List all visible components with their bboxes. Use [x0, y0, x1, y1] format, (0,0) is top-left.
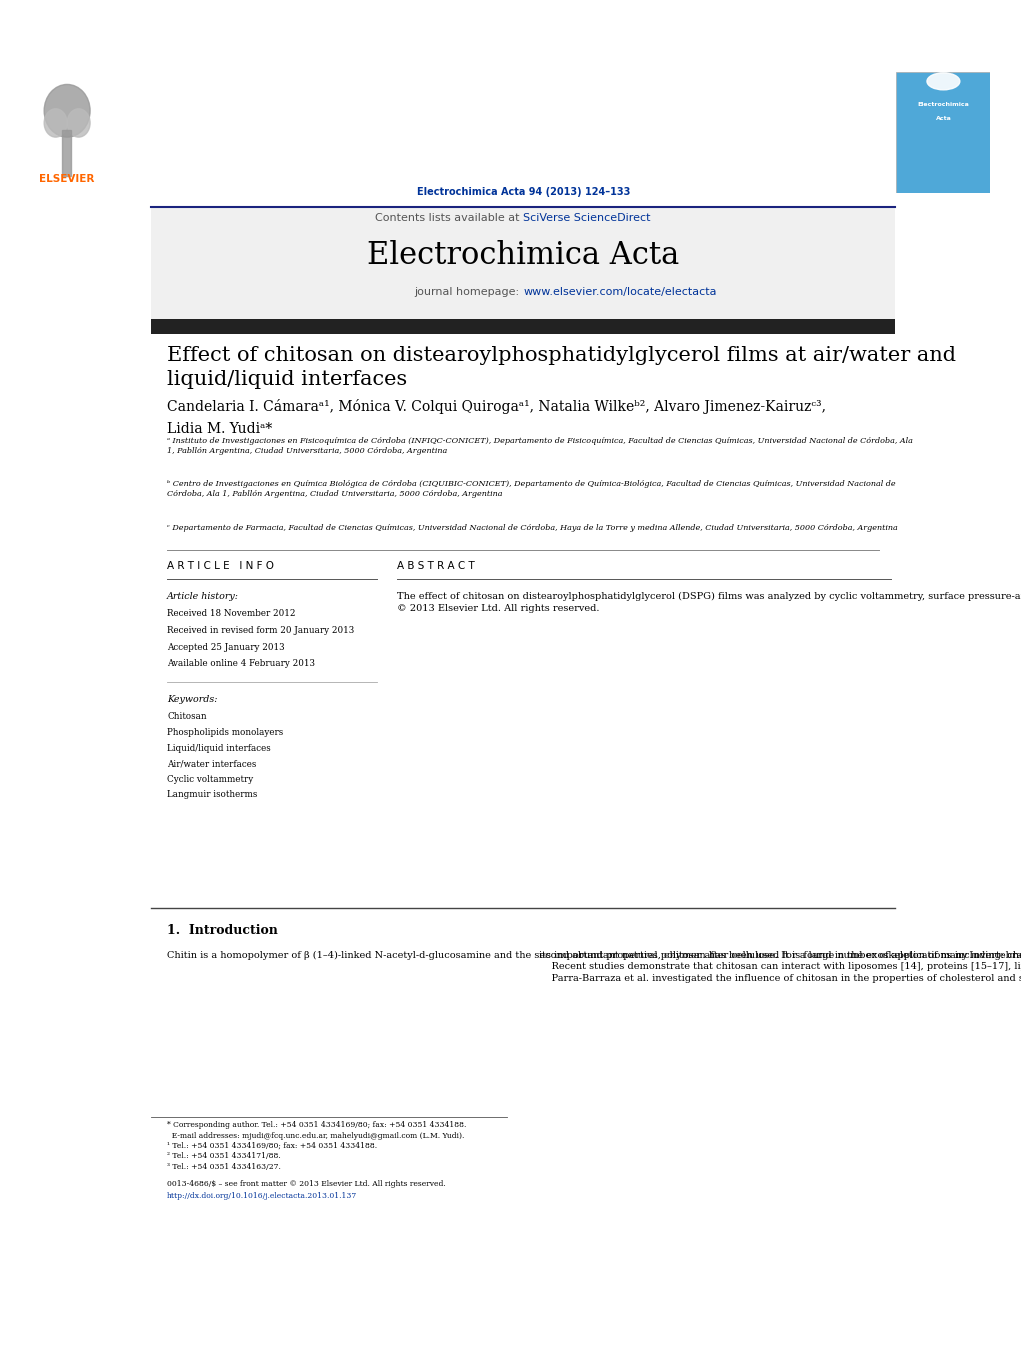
Text: Electrochimica: Electrochimica: [918, 101, 969, 107]
Text: Received 18 November 2012: Received 18 November 2012: [167, 609, 296, 619]
Text: Phospholipids monolayers: Phospholipids monolayers: [167, 728, 284, 738]
Text: Received in revised form 20 January 2013: Received in revised form 20 January 2013: [167, 626, 354, 635]
Text: ELSEVIER: ELSEVIER: [40, 174, 95, 184]
Text: Acta: Acta: [935, 116, 952, 122]
Text: its important properties, chitosan has been used for a large number of applicati: its important properties, chitosan has b…: [539, 951, 1021, 984]
Text: ᵃ Instituto de Investigaciones en Fisicoquímica de Córdoba (INFIQC-CONICET), Dep: ᵃ Instituto de Investigaciones en Fisico…: [167, 436, 913, 454]
Text: ᶜ Departamento de Farmacia, Facultad de Ciencias Químicas, Universidad Nacional : ᶜ Departamento de Farmacia, Facultad de …: [167, 524, 897, 532]
Text: Cyclic voltammetry: Cyclic voltammetry: [167, 775, 253, 784]
Text: Keywords:: Keywords:: [167, 694, 217, 704]
Text: Electrochimica Acta: Electrochimica Acta: [368, 240, 679, 272]
Text: Contents lists available at: Contents lists available at: [376, 213, 523, 223]
Text: Liquid/liquid interfaces: Liquid/liquid interfaces: [167, 743, 271, 753]
Text: Langmuir isotherms: Langmuir isotherms: [167, 790, 257, 800]
Text: The effect of chitosan on distearoylphosphatidylglycerol (DSPG) films was analyz: The effect of chitosan on distearoylphos…: [396, 592, 1021, 612]
Text: http://dx.doi.org/10.1016/j.electacta.2013.01.137: http://dx.doi.org/10.1016/j.electacta.20…: [167, 1192, 357, 1200]
Ellipse shape: [927, 73, 960, 89]
Text: ᵇ Centro de Investigaciones en Química Biológica de Córdoba (CIQUIBIC-CONICET), : ᵇ Centro de Investigaciones en Química B…: [167, 481, 895, 499]
Text: Effect of chitosan on distearoylphosphatidylglycerol films at air/water and
liqu: Effect of chitosan on distearoylphosphat…: [167, 346, 957, 389]
Bar: [61, 130, 71, 176]
Ellipse shape: [44, 109, 67, 138]
Text: Article history:: Article history:: [167, 592, 239, 601]
Text: SciVerse ScienceDirect: SciVerse ScienceDirect: [523, 213, 650, 223]
Ellipse shape: [67, 109, 90, 138]
FancyBboxPatch shape: [151, 207, 895, 320]
Text: Available online 4 February 2013: Available online 4 February 2013: [167, 659, 315, 669]
Text: Electrochimica Acta 94 (2013) 124–133: Electrochimica Acta 94 (2013) 124–133: [417, 186, 630, 197]
Text: Chitin is a homopolymer of β (1–4)-linked N-acetyl-d-glucosamine and the second : Chitin is a homopolymer of β (1–4)-linke…: [167, 951, 1021, 959]
Text: Lidia M. Yudiᵃ*: Lidia M. Yudiᵃ*: [167, 422, 273, 436]
Text: 1.  Introduction: 1. Introduction: [167, 924, 278, 936]
Text: * Corresponding author. Tel.: +54 0351 4334169/80; fax: +54 0351 4334188.
  E-ma: * Corresponding author. Tel.: +54 0351 4…: [167, 1121, 467, 1171]
Text: Candelaria I. Cámaraᵃ¹, Mónica V. Colqui Quirogaᵃ¹, Natalia Wilkeᵇ², Alvaro Jime: Candelaria I. Cámaraᵃ¹, Mónica V. Colqui…: [167, 400, 826, 415]
Text: www.elsevier.com/locate/electacta: www.elsevier.com/locate/electacta: [523, 286, 717, 297]
Text: Air/water interfaces: Air/water interfaces: [167, 759, 256, 769]
Text: Chitosan: Chitosan: [167, 712, 207, 721]
Text: 0013-4686/$ – see front matter © 2013 Elsevier Ltd. All rights reserved.: 0013-4686/$ – see front matter © 2013 El…: [167, 1179, 446, 1188]
FancyBboxPatch shape: [151, 319, 895, 334]
Text: Accepted 25 January 2013: Accepted 25 January 2013: [167, 643, 285, 651]
Ellipse shape: [44, 85, 90, 138]
Text: A R T I C L E   I N F O: A R T I C L E I N F O: [167, 561, 275, 570]
Text: journal homepage:: journal homepage:: [415, 286, 523, 297]
Text: A B S T R A C T: A B S T R A C T: [396, 561, 475, 570]
